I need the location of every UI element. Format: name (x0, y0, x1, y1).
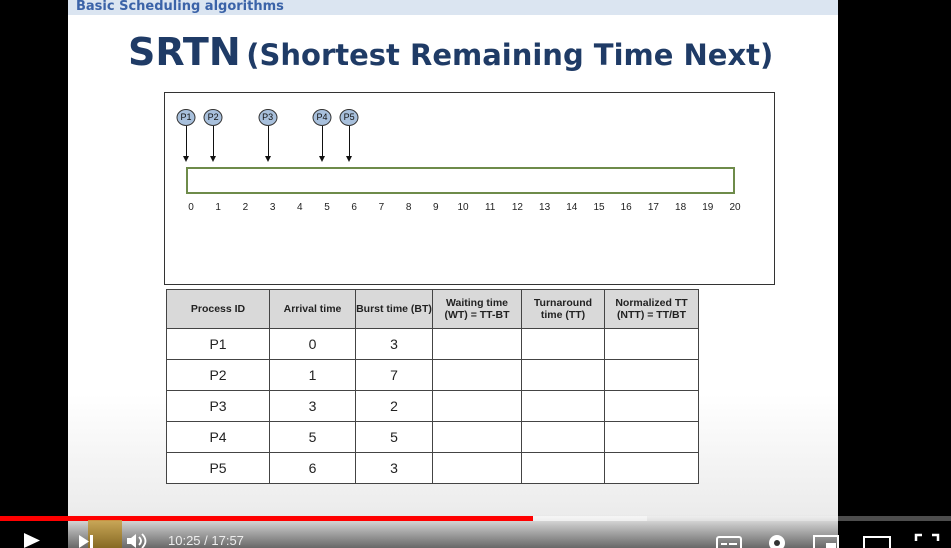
column-header: Normalized TT (NTT) = TT/BT (604, 289, 699, 329)
timeline-tick: 19 (702, 202, 714, 213)
timeline-tick: 10 (457, 202, 469, 213)
table-cell: 5 (355, 421, 433, 453)
column-header: Process ID (166, 289, 270, 329)
arrival-arrow (264, 126, 271, 162)
table-cell (521, 359, 605, 391)
process-arrival-marker: P3 (258, 109, 278, 126)
slide-title-main: SRTN (128, 30, 241, 74)
column-header: Burst time (BT) (355, 289, 433, 329)
progress-played[interactable] (0, 516, 533, 521)
timeline-tick: 14 (566, 202, 578, 213)
table-cell (604, 390, 699, 422)
table-row: P1 0 3 (166, 328, 699, 360)
timeline-tick: 18 (675, 202, 687, 213)
table-cell: 2 (355, 390, 433, 422)
table-cell (521, 328, 605, 360)
process-arrival-marker: P1 (176, 109, 196, 126)
table-header-row: Process ID Arrival time Burst time (BT) Wai… (166, 289, 699, 329)
column-header: Arrival time (269, 289, 356, 329)
slide-header-bar: Basic Scheduling algorithms (68, 0, 838, 15)
table-row: P5 6 3 (166, 452, 699, 484)
process-table: Process ID Arrival time Burst time (BT) Wai… (166, 289, 699, 484)
table-cell: 3 (355, 452, 433, 484)
table-cell (604, 359, 699, 391)
timeline-tick: 1 (215, 202, 221, 213)
timeline-tick: 15 (593, 202, 605, 213)
table-row: P4 5 5 (166, 421, 699, 453)
gantt-chart: 0 1 2 3 4 5 6 7 8 9 10 11 12 13 14 15 16 17 18 19 20 P1 P2 P3 P4… (164, 92, 775, 285)
timeline-tick: 8 (405, 202, 412, 213)
process-arrival-marker: P2 (203, 109, 223, 126)
table-row: P2 1 7 (166, 359, 699, 391)
gear-icon[interactable] (764, 533, 790, 548)
timeline-tick: 20 (729, 202, 741, 213)
timeline-tick: 3 (269, 202, 276, 213)
slide-title: SRTN (Shortest Remaining Time Next) (128, 30, 773, 74)
timeline-tick: 9 (433, 202, 439, 213)
timeline-tick: 17 (647, 202, 659, 213)
arrival-arrow (319, 126, 325, 162)
timeline-tick: 12 (511, 202, 523, 213)
table-cell: 7 (355, 359, 433, 391)
slide: Basic Scheduling algorithms SRTN (Shorte… (68, 0, 838, 548)
table-cell: 3 (269, 390, 356, 422)
time-display: 10:25 / 17:57 (168, 533, 244, 548)
table-cell (432, 359, 522, 391)
subtitles-icon[interactable] (716, 536, 742, 548)
arrival-arrow (183, 126, 189, 162)
timeline-tick: 11 (484, 202, 496, 213)
volume-icon[interactable] (126, 533, 152, 548)
miniplayer-icon[interactable] (812, 534, 840, 548)
table-cell (432, 421, 522, 453)
table-cell (521, 390, 605, 422)
table-cell: 0 (269, 328, 356, 360)
table-cell: 6 (269, 452, 356, 484)
slide-header: Basic Scheduling algorithms (76, 0, 284, 14)
channel-logo (88, 520, 122, 548)
play-icon[interactable] (22, 533, 44, 548)
process-arrival-marker: P4 (312, 109, 332, 126)
table-cell (604, 328, 699, 360)
column-header: Turnaround time (TT) (521, 289, 605, 329)
table-row: P3 3 2 (166, 390, 699, 422)
slide-title-sub: (Shortest Remaining Time Next) (246, 38, 774, 72)
timeline-tick: 7 (378, 202, 385, 213)
table-cell: P2 (166, 359, 270, 391)
table-cell: 5 (269, 421, 356, 453)
table-cell (432, 452, 522, 484)
table-cell: P4 (166, 421, 270, 453)
theater-icon[interactable] (862, 534, 892, 548)
table-cell: P1 (166, 328, 270, 360)
process-arrival-marker: P5 (339, 109, 359, 126)
timeline-tick: 6 (351, 202, 357, 213)
timeline-tick: 0 (188, 202, 194, 213)
timeline-tick: 5 (324, 202, 330, 213)
table-cell (604, 421, 699, 453)
gantt-bar (186, 167, 735, 194)
table-cell (432, 390, 522, 422)
arrival-arrow (210, 126, 217, 162)
table-cell (432, 328, 522, 360)
timeline-tick: 2 (242, 202, 249, 213)
timeline-tick: 13 (539, 202, 551, 213)
table-cell: 1 (269, 359, 356, 391)
table-cell: 3 (355, 328, 433, 360)
column-header: Waiting time (WT) = TT-BT (432, 289, 522, 329)
table-cell (604, 452, 699, 484)
table-cell (521, 452, 605, 484)
table-cell: P5 (166, 452, 270, 484)
timeline-tick: 16 (620, 202, 632, 213)
timeline-tick: 4 (297, 202, 303, 213)
table-cell (521, 421, 605, 453)
fullscreen-icon[interactable] (914, 533, 940, 548)
table-cell: P3 (166, 390, 270, 422)
next-icon[interactable] (78, 535, 96, 548)
arrival-arrow (346, 126, 353, 162)
